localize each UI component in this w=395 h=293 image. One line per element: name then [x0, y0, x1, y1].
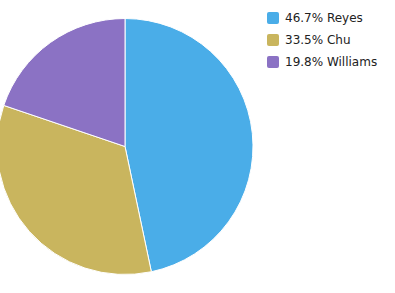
pie-slice [0, 105, 151, 274]
pie-slice [4, 19, 125, 147]
legend-swatch [267, 56, 279, 68]
legend-swatch [267, 12, 279, 24]
legend-label: 19.8% Williams [285, 55, 377, 69]
legend-label: 46.7% Reyes [285, 11, 363, 25]
pie [0, 19, 253, 275]
chart-svg: 46.7% Reyes 33.5% Chu 19.8% Williams [0, 0, 395, 293]
chart-container: 46.7% Reyes 33.5% Chu 19.8% Williams [0, 0, 395, 293]
legend-label: 33.5% Chu [285, 33, 351, 47]
legend-swatch [267, 34, 279, 46]
pie-slice [125, 19, 253, 272]
legend: 46.7% Reyes 33.5% Chu 19.8% Williams [267, 11, 377, 69]
